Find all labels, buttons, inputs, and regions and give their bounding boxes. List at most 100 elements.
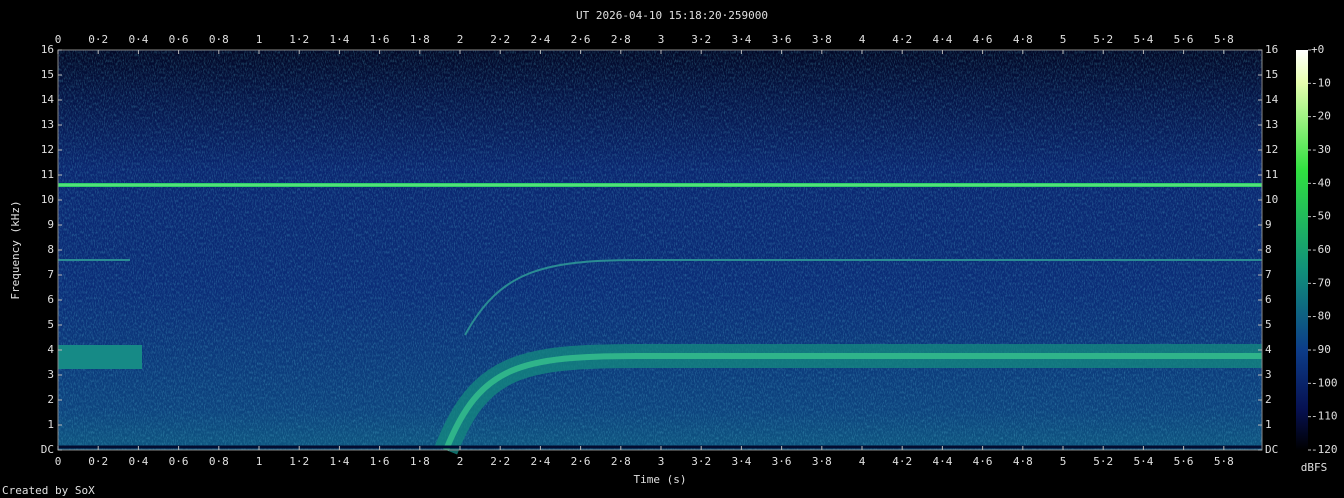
x-tick-label: 4·8 — [1013, 455, 1033, 468]
colorbar-tick-label: -110 — [1311, 410, 1338, 423]
y-tick-label: 15 — [41, 68, 54, 81]
x-tick-label: 1·6 — [370, 455, 390, 468]
y-tick-label: 8 — [1265, 243, 1272, 256]
x-tick-label: 5 — [1060, 455, 1067, 468]
x-tick-label: 0·8 — [209, 455, 229, 468]
x-tick-label: 3·6 — [772, 455, 792, 468]
y-tick-label: 16 — [41, 43, 54, 56]
x-tick-label: 2 — [457, 455, 464, 468]
x-tick-label: 3·4 — [731, 33, 751, 46]
y-axis-label: Frequency (kHz) — [9, 200, 22, 299]
tone-trace — [464, 259, 1262, 336]
x-tick-label: 4·6 — [973, 455, 993, 468]
x-tick-label: 3 — [658, 33, 665, 46]
x-tick-label: 1·2 — [289, 33, 309, 46]
y-tick-label: 1 — [1265, 418, 1272, 431]
y-tick-label: 16 — [1265, 43, 1278, 56]
colorbar-tick-label: -30 — [1311, 143, 1331, 156]
x-tick-label: 3·4 — [731, 455, 751, 468]
x-tick-label: 4·2 — [892, 33, 912, 46]
x-tick-label: 1 — [256, 33, 263, 46]
x-tick-label: 5·8 — [1214, 33, 1234, 46]
x-tick-label: 0·4 — [128, 455, 148, 468]
y-tick-label: 5 — [47, 318, 54, 331]
colorbar-tick-label: -60 — [1311, 243, 1331, 256]
y-tick-label: 4 — [47, 343, 54, 356]
colorbar-tick-label: -50 — [1311, 210, 1331, 223]
x-tick-label: 3 — [658, 455, 665, 468]
colorbar — [1296, 50, 1308, 450]
x-tick-label: 4 — [859, 455, 866, 468]
colorbar-tick-label: -70 — [1311, 276, 1331, 289]
y-tick-label: 9 — [1265, 218, 1272, 231]
y-tick-label: 14 — [1265, 93, 1279, 106]
y-tick-label: 2 — [47, 393, 54, 406]
spectrogram-noise — [58, 50, 1262, 450]
x-tick-label: 1·4 — [329, 455, 349, 468]
x-tick-label: 0·8 — [209, 33, 229, 46]
y-tick-label: 6 — [47, 293, 54, 306]
x-tick-label: 2·2 — [490, 33, 510, 46]
x-tick-label: 2·4 — [530, 455, 550, 468]
x-tick-label: 5·8 — [1214, 455, 1234, 468]
colorbar-tick-label: +0 — [1311, 43, 1324, 56]
x-tick-label: 0·2 — [88, 455, 108, 468]
colorbar-tick-label: -90 — [1311, 343, 1331, 356]
y-tick-label: 9 — [47, 218, 54, 231]
x-tick-label: 3·6 — [772, 33, 792, 46]
y-tick-label: 10 — [41, 193, 54, 206]
x-tick-label: 2·6 — [571, 33, 591, 46]
y-tick-label: 6 — [1265, 293, 1272, 306]
colorbar-tick-label: -80 — [1311, 310, 1331, 323]
x-tick-label: 3·8 — [812, 33, 832, 46]
chart-title: UT 2026-04-10 15:18:20·259000 — [576, 9, 768, 22]
x-tick-label: 2·8 — [611, 33, 631, 46]
x-tick-label: 3·8 — [812, 455, 832, 468]
y-tick-label: 13 — [41, 118, 54, 131]
y-tick-label: 2 — [1265, 393, 1272, 406]
x-tick-label: 4 — [859, 33, 866, 46]
x-tick-label: 0·6 — [169, 33, 189, 46]
footer: Created by SoX — [2, 484, 95, 497]
x-tick-label: 0 — [55, 33, 62, 46]
y-tick-label: 3 — [47, 368, 54, 381]
x-tick-label: 5·6 — [1174, 33, 1194, 46]
colorbar-tick-label: -120 — [1311, 443, 1338, 456]
y-tick-label: 14 — [41, 93, 55, 106]
x-tick-label: 0 — [55, 455, 62, 468]
colorbar-tick-label: -100 — [1311, 376, 1338, 389]
x-tick-label: 4·8 — [1013, 33, 1033, 46]
x-tick-label: 1·8 — [410, 455, 430, 468]
tone-band — [58, 345, 142, 369]
x-tick-label: 1·6 — [370, 33, 390, 46]
colorbar-tick-label: -10 — [1311, 76, 1331, 89]
x-tick-label: 3·2 — [691, 33, 711, 46]
y-tick-label: 11 — [41, 168, 54, 181]
x-tick-label: 2·8 — [611, 455, 631, 468]
x-tick-label: 2·2 — [490, 455, 510, 468]
x-tick-label: 2·4 — [530, 33, 550, 46]
tone-trace — [443, 353, 1262, 452]
y-tick-label: 5 — [1265, 318, 1272, 331]
x-tick-label: 2·6 — [571, 455, 591, 468]
x-tick-label: 0·4 — [128, 33, 148, 46]
x-tick-label: 1·4 — [329, 33, 349, 46]
y-tick-label: 1 — [47, 418, 54, 431]
x-tick-label: 0·6 — [169, 455, 189, 468]
x-tick-label: 4·4 — [932, 455, 952, 468]
x-tick-label: 5·2 — [1093, 33, 1113, 46]
y-tick-label: 15 — [1265, 68, 1278, 81]
colorbar-tick-label: -20 — [1311, 110, 1331, 123]
y-tick-label: DC — [1265, 443, 1278, 456]
y-tick-label: 12 — [41, 143, 54, 156]
y-tick-label: 4 — [1265, 343, 1272, 356]
x-tick-label: 1·8 — [410, 33, 430, 46]
y-tick-label: 12 — [1265, 143, 1278, 156]
x-tick-label: 5·2 — [1093, 455, 1113, 468]
x-tick-label: 1·2 — [289, 455, 309, 468]
y-tick-label: 7 — [47, 268, 54, 281]
x-tick-label: 5·4 — [1133, 455, 1153, 468]
x-tick-label: 4·2 — [892, 455, 912, 468]
